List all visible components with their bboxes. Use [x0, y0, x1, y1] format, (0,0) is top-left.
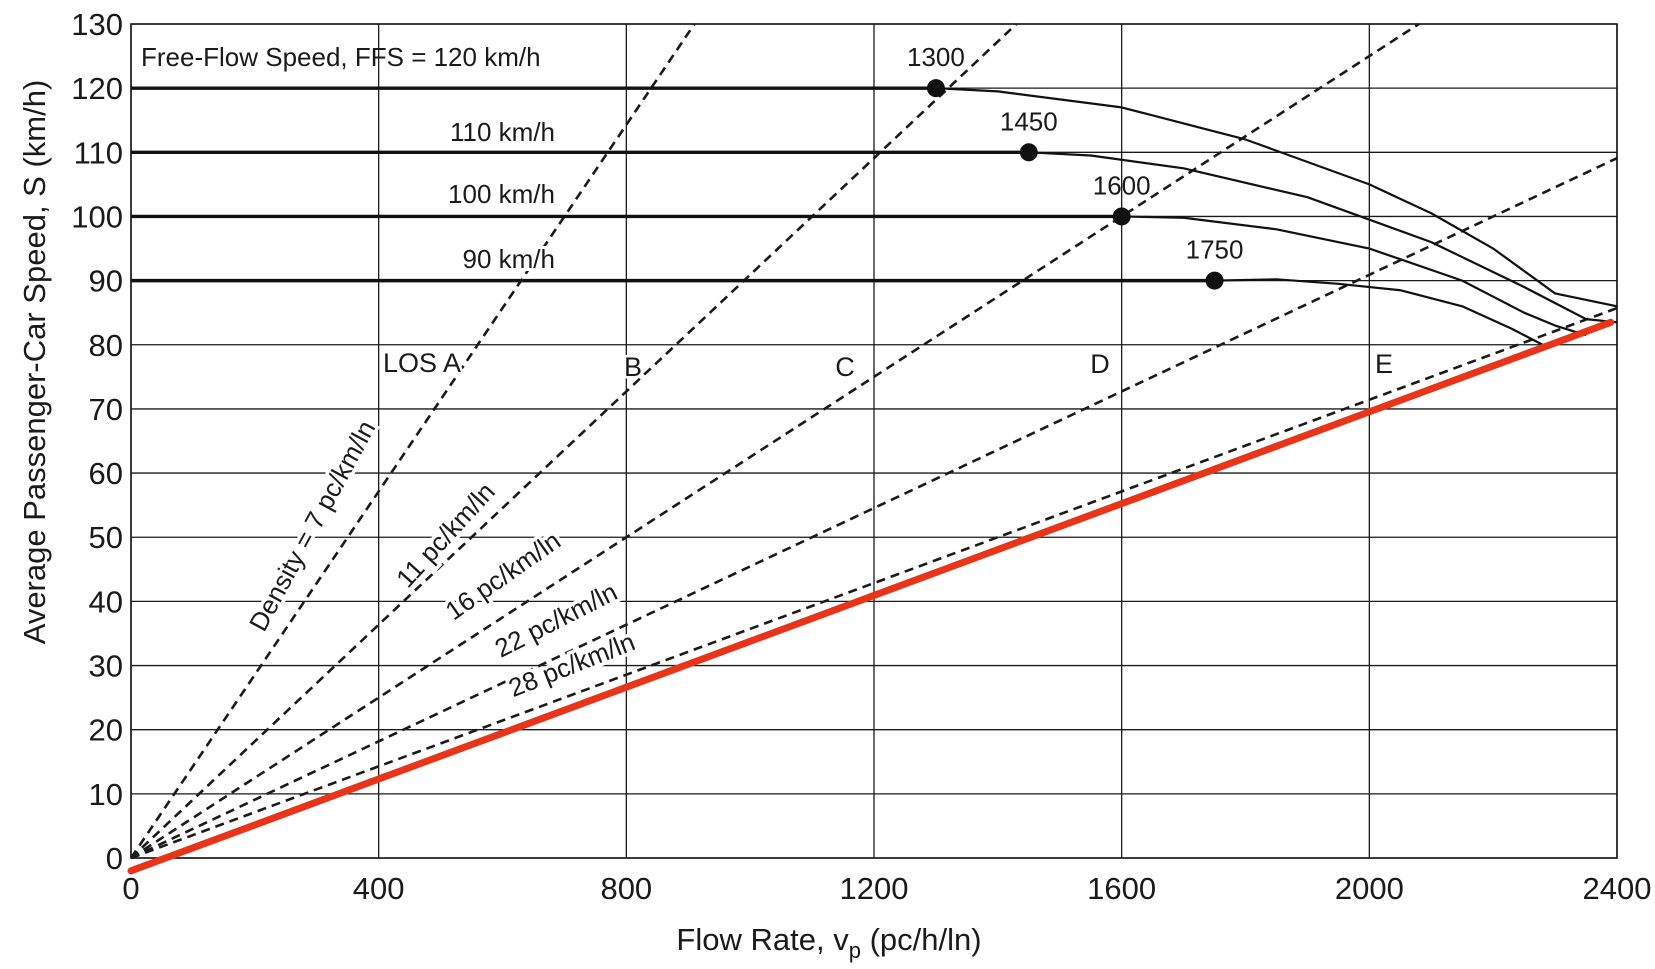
annotations: 1300 1450 1600 1750 Free-Flow Speed, FFS = 1…	[141, 42, 1396, 706]
speed-curve-congested	[1121, 215, 1587, 337]
x-axis-title-main: Flow Rate, v	[676, 922, 849, 957]
capacity-line	[127, 318, 1615, 875]
series-label: 90 km/h	[463, 244, 556, 274]
breakpoint-marker	[926, 79, 945, 98]
speed-flow-curves	[131, 86, 1618, 346]
y-tick-label: 40	[89, 584, 123, 619]
density-line	[130, 22, 1420, 860]
x-tick-label: 1200	[840, 871, 909, 906]
capacity-line-path	[127, 318, 1615, 875]
y-tick-label: 30	[89, 649, 123, 684]
breakpoint-label: 1750	[1186, 235, 1244, 265]
x-tick-label: 2000	[1335, 871, 1404, 906]
density-line	[130, 306, 1618, 860]
y-tick-label: 110	[74, 135, 123, 170]
y-tick-label: 100	[71, 199, 123, 234]
y-tick-label: 120	[71, 71, 123, 106]
x-axis-title: Flow Rate, vp (pc/h/ln)	[676, 922, 981, 963]
x-tick-label: 800	[600, 871, 652, 906]
breakpoint-marker	[1019, 143, 1038, 162]
x-tick-label: 400	[353, 871, 405, 906]
breakpoint-markers	[926, 79, 1224, 290]
y-tick-label: 0	[106, 841, 123, 876]
breakpoint-marker	[1112, 207, 1131, 226]
y-tick-label: 130	[71, 7, 123, 42]
los-label: D	[1090, 349, 1110, 379]
x-axis-title-sub: p	[849, 938, 861, 963]
y-tick-label: 70	[89, 392, 123, 427]
y-tick-label: 80	[89, 328, 123, 363]
series-label: Free-Flow Speed, FFS = 120 km/h	[141, 42, 541, 72]
los-label: LOS A	[383, 348, 461, 378]
y-tick-label: 90	[89, 264, 123, 299]
y-tick-label: 20	[89, 713, 123, 748]
density-label: Density = 7 pc/km/ln	[243, 415, 381, 636]
x-tick-label: 2400	[1583, 871, 1652, 906]
breakpoint-label: 1600	[1093, 170, 1151, 200]
y-axis-title: Average Passenger-Car Speed, S (km/h)	[17, 80, 52, 645]
x-axis-title-unit: (pc/h/ln)	[861, 922, 982, 957]
speed-curve-congested	[935, 87, 1618, 308]
x-tick-label: 1600	[1087, 871, 1156, 906]
speed-curve-congested	[1028, 151, 1618, 324]
y-tick-label: 60	[89, 456, 123, 491]
speed-curve-congested	[1214, 278, 1544, 346]
density-lines	[129, 22, 1618, 860]
series-label: 110 km/h	[450, 117, 555, 147]
los-label: B	[624, 352, 642, 382]
series-label: 100 km/h	[448, 179, 555, 209]
y-tick-label: 50	[89, 520, 123, 555]
y-tick-label: 10	[89, 777, 123, 812]
x-tick-label: 0	[122, 871, 139, 906]
breakpoint-label: 1450	[1000, 106, 1058, 136]
density-line	[130, 156, 1618, 860]
density-line	[130, 23, 1018, 859]
los-label: E	[1375, 349, 1393, 379]
los-label: C	[835, 352, 855, 382]
breakpoint-marker	[1205, 271, 1224, 290]
breakpoint-label: 1300	[907, 42, 965, 72]
density-line	[129, 23, 696, 859]
